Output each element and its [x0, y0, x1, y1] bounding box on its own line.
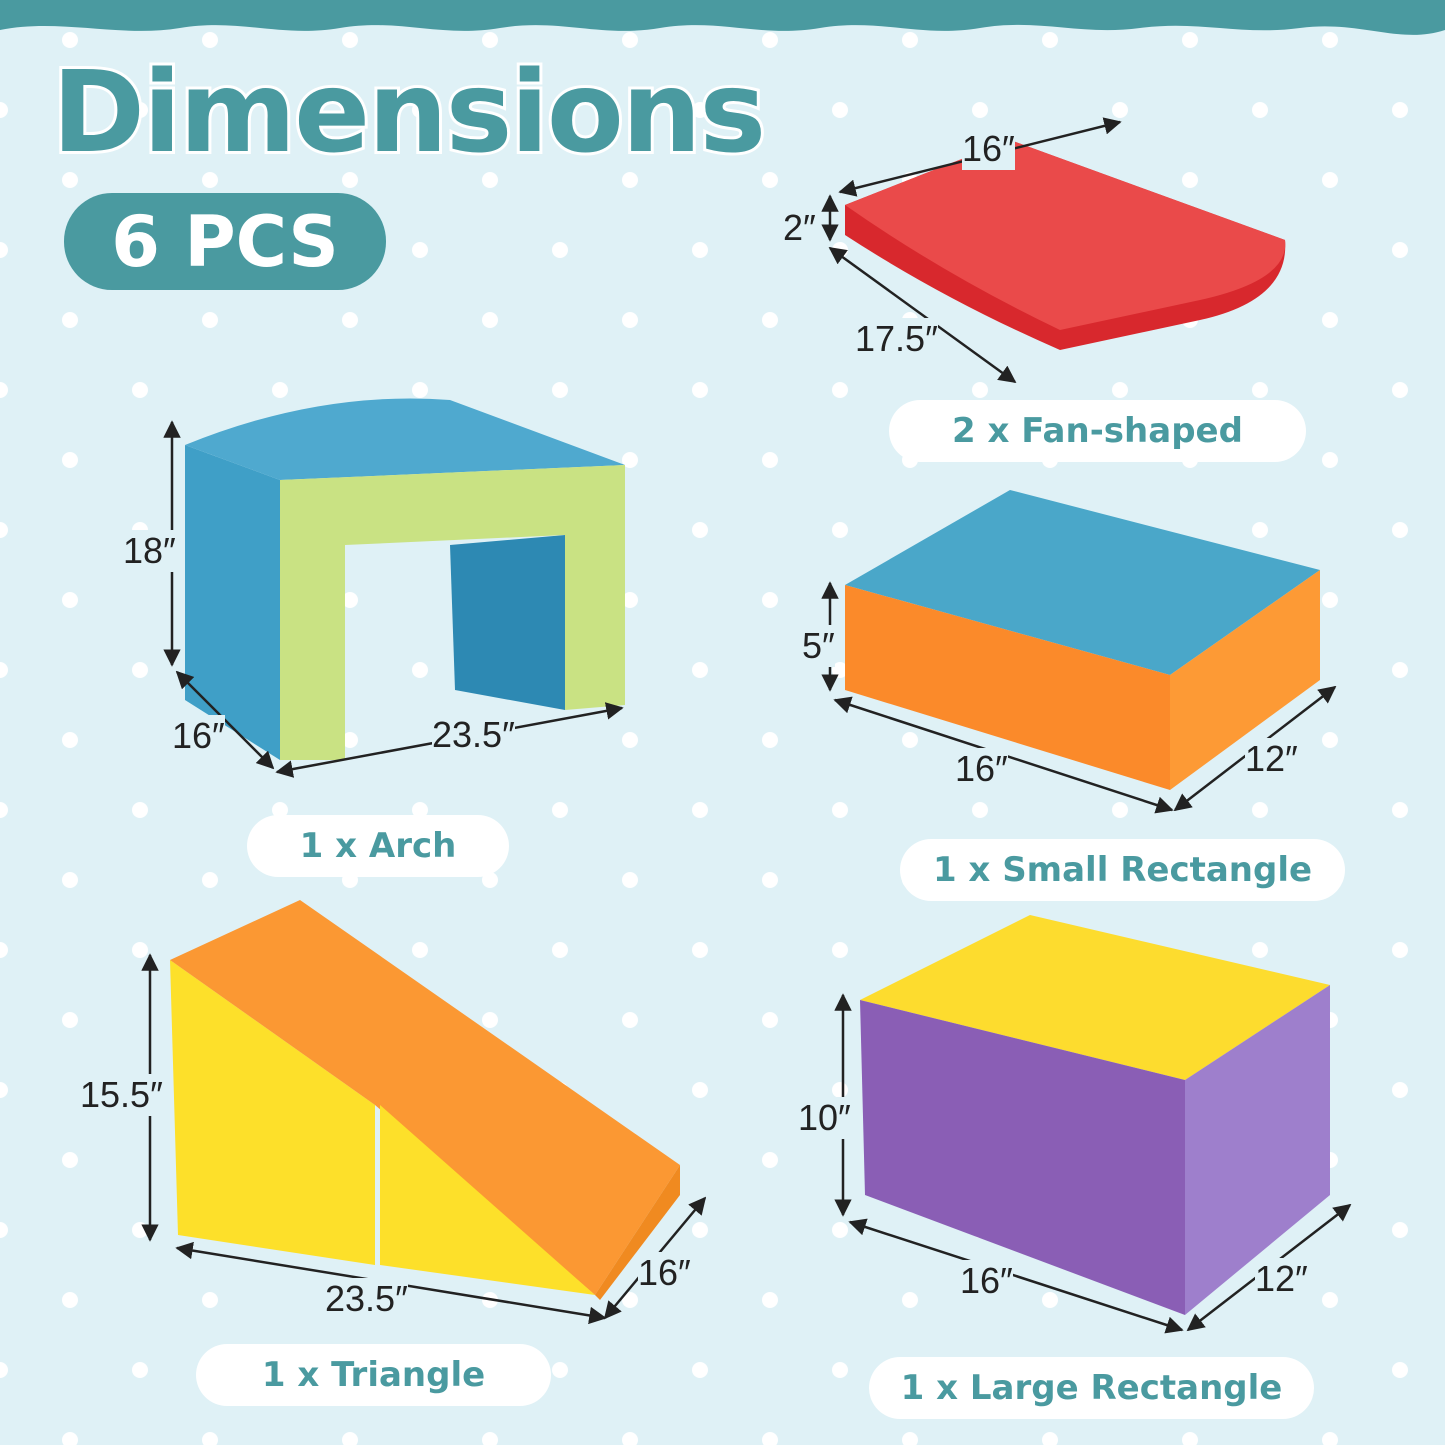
- fan-shaped-label: 2 x Fan-shaped: [889, 400, 1306, 462]
- fan-width-dim: 16″: [962, 128, 1015, 170]
- triangle-width-dim: 23.5″: [325, 1278, 408, 1320]
- arch-width-dim: 23.5″: [432, 714, 515, 756]
- arch-label: 1 x Arch: [247, 815, 509, 877]
- piece-count-badge: 6 PCS: [64, 193, 386, 290]
- small-rect-height-dim: 5″: [802, 625, 835, 667]
- triangle-depth-dim: 16″: [638, 1252, 691, 1294]
- triangle-label: 1 x Triangle: [196, 1344, 551, 1406]
- large-rect-width-dim: 16″: [960, 1260, 1013, 1302]
- triangle-height-dim: 15.5″: [80, 1074, 163, 1116]
- large-rectangle-label: 1 x Large Rectangle: [869, 1357, 1314, 1419]
- small-rectangle-label: 1 x Small Rectangle: [900, 839, 1345, 901]
- page-title: Dimensions: [49, 45, 769, 181]
- large-rect-depth-dim: 12″: [1255, 1258, 1308, 1300]
- large-rect-height-dim: 10″: [798, 1097, 851, 1139]
- small-rect-width-dim: 16″: [955, 748, 1008, 790]
- arch-height-dim: 18″: [123, 530, 176, 572]
- fan-depth-dim: 17.5″: [855, 318, 938, 360]
- fan-height-dim: 2″: [783, 207, 816, 249]
- arch-depth-dim: 16″: [172, 715, 225, 757]
- small-rect-depth-dim: 12″: [1245, 738, 1298, 780]
- wave-banner: [0, 0, 1445, 35]
